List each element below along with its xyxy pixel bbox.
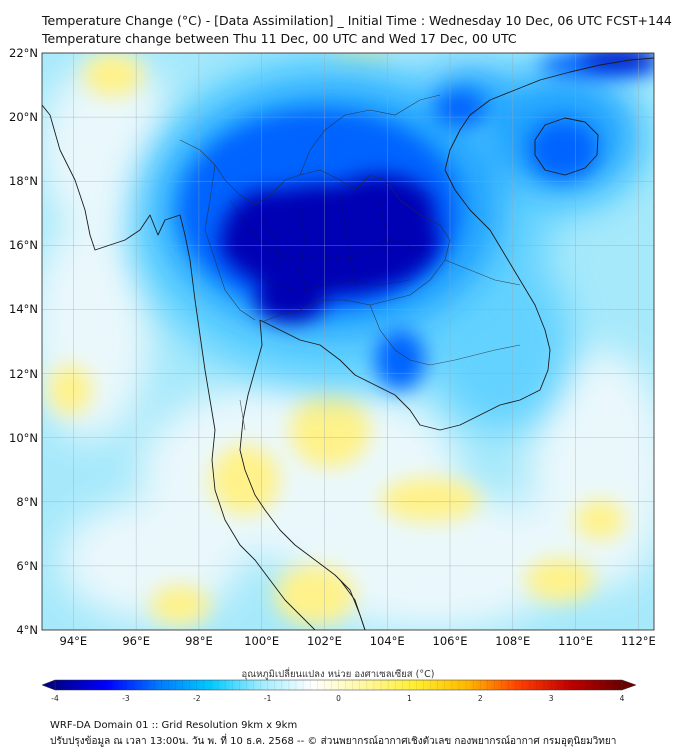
colorbar-tick-0: -4	[51, 694, 59, 703]
lat-label-0: 22°N	[9, 46, 38, 60]
lat-label-4: 14°N	[9, 302, 38, 317]
colorbar	[41, 679, 637, 691]
lat-label-7: 8°N	[16, 494, 38, 509]
colorbar-tick-3: -1	[263, 694, 272, 703]
lat-label-5: 12°N	[9, 366, 38, 381]
lon-label-8: 110°E	[558, 634, 594, 648]
map-title-line1: Temperature Change (°C) - [Data Assimila…	[42, 13, 672, 28]
lon-label-9: 112°E	[620, 634, 656, 648]
colorbar-tick-7: 3	[548, 694, 554, 703]
country-borders	[179, 94, 521, 431]
lon-label-0: 94°E	[59, 634, 88, 648]
lon-label-7: 108°E	[495, 634, 531, 648]
lon-label-1: 96°E	[122, 634, 150, 648]
lat-label-1: 20°N	[9, 110, 38, 125]
lon-label-4: 102°E	[306, 634, 342, 648]
lat-label-6: 10°N	[9, 430, 38, 445]
lon-label-5: 104°E	[369, 634, 405, 648]
lon-label-2: 98°E	[185, 634, 213, 648]
colorbar-tick-5: 1	[406, 694, 412, 703]
lat-label-9: 4°N	[16, 623, 38, 637]
footer-model-info: WRF-DA Domain 01 :: Grid Resolution 9km …	[50, 720, 298, 731]
colorbar-tick-4: 0	[336, 694, 341, 703]
footer-update-info: ปรับปรุงข้อมูล ณ เวลา 13:00น. วัน พ. ที่…	[50, 736, 617, 747]
coastlines	[42, 57, 654, 630]
colorbar-title: อุณหภูมิเปลี่ยนแปลง หน่วย องศาเซลเซียส (…	[241, 669, 435, 680]
colorbar-tick-2: -2	[193, 694, 201, 703]
colorbar-min-arrow	[41, 679, 56, 691]
temperature-field	[42, 53, 654, 630]
map-title-line2: Temperature change between Thu 11 Dec, 0…	[42, 31, 517, 46]
lat-label-3: 16°N	[9, 238, 38, 253]
colorbar-max-arrow	[621, 679, 637, 691]
lon-label-6: 106°E	[432, 634, 468, 648]
lon-label-3: 100°E	[244, 634, 280, 648]
colorbar-tick-1: -3	[122, 694, 130, 703]
lat-label-8: 6°N	[16, 558, 38, 573]
colorbar-tick-8: 4	[619, 694, 625, 703]
lat-label-2: 18°N	[9, 174, 38, 189]
colorbar-tick-6: 2	[477, 694, 483, 703]
